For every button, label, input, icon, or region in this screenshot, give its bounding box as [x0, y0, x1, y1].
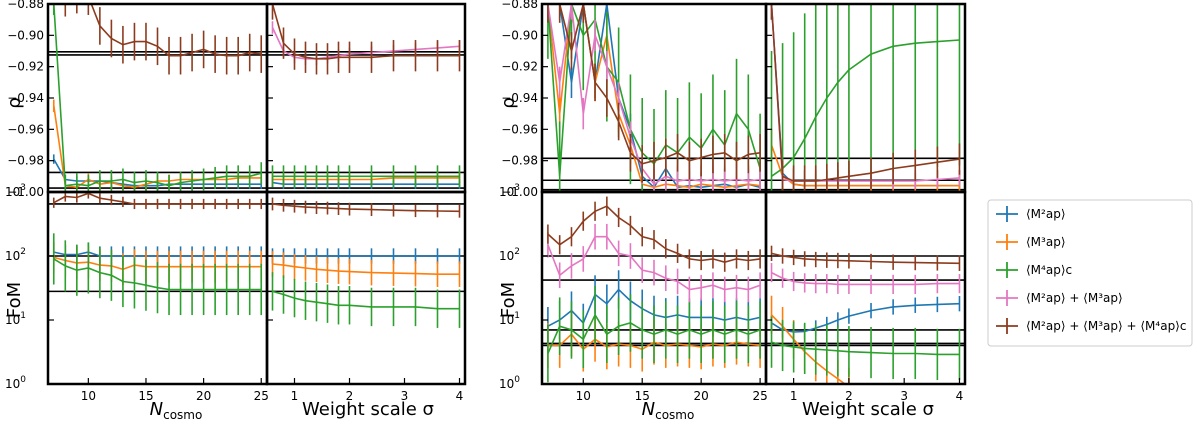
legend: ⟨M²ap⟩ ⟨M³ap⟩ ⟨M⁴ap⟩c ⟨M²ap⟩ + ⟨M³ap⟩ ⟨M²ap⟩…: [987, 199, 1193, 347]
panel-fom-vs-sigma-left: 1 2 3 4: [265, 190, 467, 403]
legend-item-M2M3: ⟨M²ap⟩ + ⟨M³ap⟩: [996, 290, 1123, 306]
plot-area: [267, 197, 465, 328]
legend-item-M4: ⟨M⁴ap⟩c: [996, 262, 1072, 278]
plot-area: [542, 196, 766, 383]
legend-frame: [987, 199, 1193, 347]
panel-fom-vs-ncosmo-right: 100 101 102 103 10 15 20 25: [499, 183, 768, 403]
x-tick-label: 15: [635, 389, 650, 403]
legend-label: ⟨M³ap⟩: [1026, 235, 1066, 249]
y-tick-label: −0.88: [7, 0, 44, 11]
y-tick-label: −0.98: [7, 154, 44, 168]
legend-label: ⟨M²ap⟩ + ⟨M³ap⟩ + ⟨M⁴ap⟩c: [1026, 319, 1186, 333]
plot-area: [542, 4, 766, 192]
x-tick-label: 4: [456, 389, 464, 403]
x-tick-label: 4: [956, 389, 964, 403]
y-tick-label: −0.88: [501, 0, 538, 11]
series-M4: [547, 286, 761, 383]
legend-item-M3: ⟨M³ap⟩: [996, 234, 1066, 250]
series-M2M3: [770, 263, 961, 294]
x-tick-label: 1: [291, 389, 299, 403]
series-M4: [52, 4, 263, 192]
sigma-axis-title-left: Weight scale σ: [302, 399, 434, 420]
y-tick-label: −0.96: [7, 122, 44, 136]
y-tick-label: −0.92: [501, 60, 538, 74]
legend-label: ⟨M²ap⟩ + ⟨M³ap⟩: [1026, 291, 1123, 305]
series-M4: [52, 233, 263, 316]
x-tick-label: 20: [196, 389, 211, 403]
y-tick-label: −1.00: [7, 185, 44, 199]
series-all: [271, 197, 461, 218]
panel-frame: [764, 190, 967, 386]
series-M4: [271, 165, 461, 188]
rho-axis-title-left: ρ: [4, 97, 25, 108]
y-tick-label: 101: [499, 311, 520, 327]
y-tick-label: 103: [5, 183, 26, 199]
x-tick-label: 25: [752, 389, 767, 403]
series-all: [547, 196, 761, 272]
panel-fom-vs-ncosmo-left: 100 101 102 103 10 15 20 25: [5, 183, 269, 403]
series-M4: [770, 316, 961, 381]
legend-label: ⟨M²ap⟩: [1026, 207, 1066, 221]
panel-rho-vs-ncosmo-right: −0.88 −0.90 −0.92 −0.94 −0.96 −0.98 −1.00: [501, 0, 768, 199]
series-all: [770, 245, 961, 271]
plot-area: [48, 192, 267, 316]
series-line-all: [90, 4, 262, 57]
y-tick-label: −0.96: [501, 122, 538, 136]
y-tick-label: −0.98: [501, 154, 538, 168]
rho-axis-title-right: ρ: [498, 97, 519, 108]
legend-item-all: ⟨M²ap⟩ + ⟨M³ap⟩ + ⟨M⁴ap⟩c: [996, 318, 1186, 334]
x-tick-label: 1: [790, 389, 798, 403]
ncosmo-axis-title-right: Ncosmo: [642, 399, 695, 422]
panel-frame: [265, 190, 467, 386]
x-tick-label: 2: [346, 389, 354, 403]
series-all: [547, 4, 761, 183]
x-tick-label: 25: [254, 389, 269, 403]
y-tick-label: 101: [5, 311, 26, 327]
series-M4: [271, 272, 461, 328]
y-tick-label: −0.94: [7, 91, 44, 105]
plot-area: [48, 4, 267, 192]
y-tick-label: −0.92: [7, 60, 44, 74]
x-tick-label: 2: [845, 389, 853, 403]
sigma-axis-title-right: Weight scale σ: [802, 399, 934, 420]
series-all: [52, 192, 263, 210]
y-tick-label: 102: [499, 247, 520, 263]
series-all: [770, 4, 961, 192]
series-all: [64, 4, 263, 75]
panel-fom-vs-sigma-right: 1 2 3 4: [764, 190, 967, 403]
x-tick-label: 15: [138, 389, 153, 403]
fom-axis-title-left: FoM: [4, 282, 25, 318]
plot-area: [766, 4, 965, 192]
y-tick-label: −0.94: [501, 91, 538, 105]
legend-label: ⟨M⁴ap⟩c: [1026, 263, 1072, 277]
plot-area: [267, 4, 465, 189]
x-tick-label: 10: [576, 389, 591, 403]
y-tick-label: 100: [5, 375, 26, 391]
x-tick-label: 3: [900, 389, 908, 403]
x-tick-label: 10: [81, 389, 96, 403]
y-tick-label: −1.00: [501, 185, 538, 199]
y-tick-label: 103: [499, 183, 520, 199]
y-tick-label: 100: [499, 375, 520, 391]
y-tick-label: −0.90: [501, 28, 538, 42]
y-tick-label: 102: [5, 247, 26, 263]
ncosmo-axis-title-left: Ncosmo: [150, 399, 203, 422]
series-line-M3: [770, 314, 847, 384]
y-tick-label: −0.90: [7, 28, 44, 42]
series-M2M3: [547, 223, 761, 303]
x-tick-label: 20: [694, 389, 709, 403]
series-all: [271, 4, 461, 75]
plot-area: [766, 245, 965, 384]
legend-item-M2: ⟨M²ap⟩: [996, 206, 1066, 222]
x-tick-label: 3: [401, 389, 409, 403]
fom-axis-title-right: FoM: [498, 282, 519, 318]
